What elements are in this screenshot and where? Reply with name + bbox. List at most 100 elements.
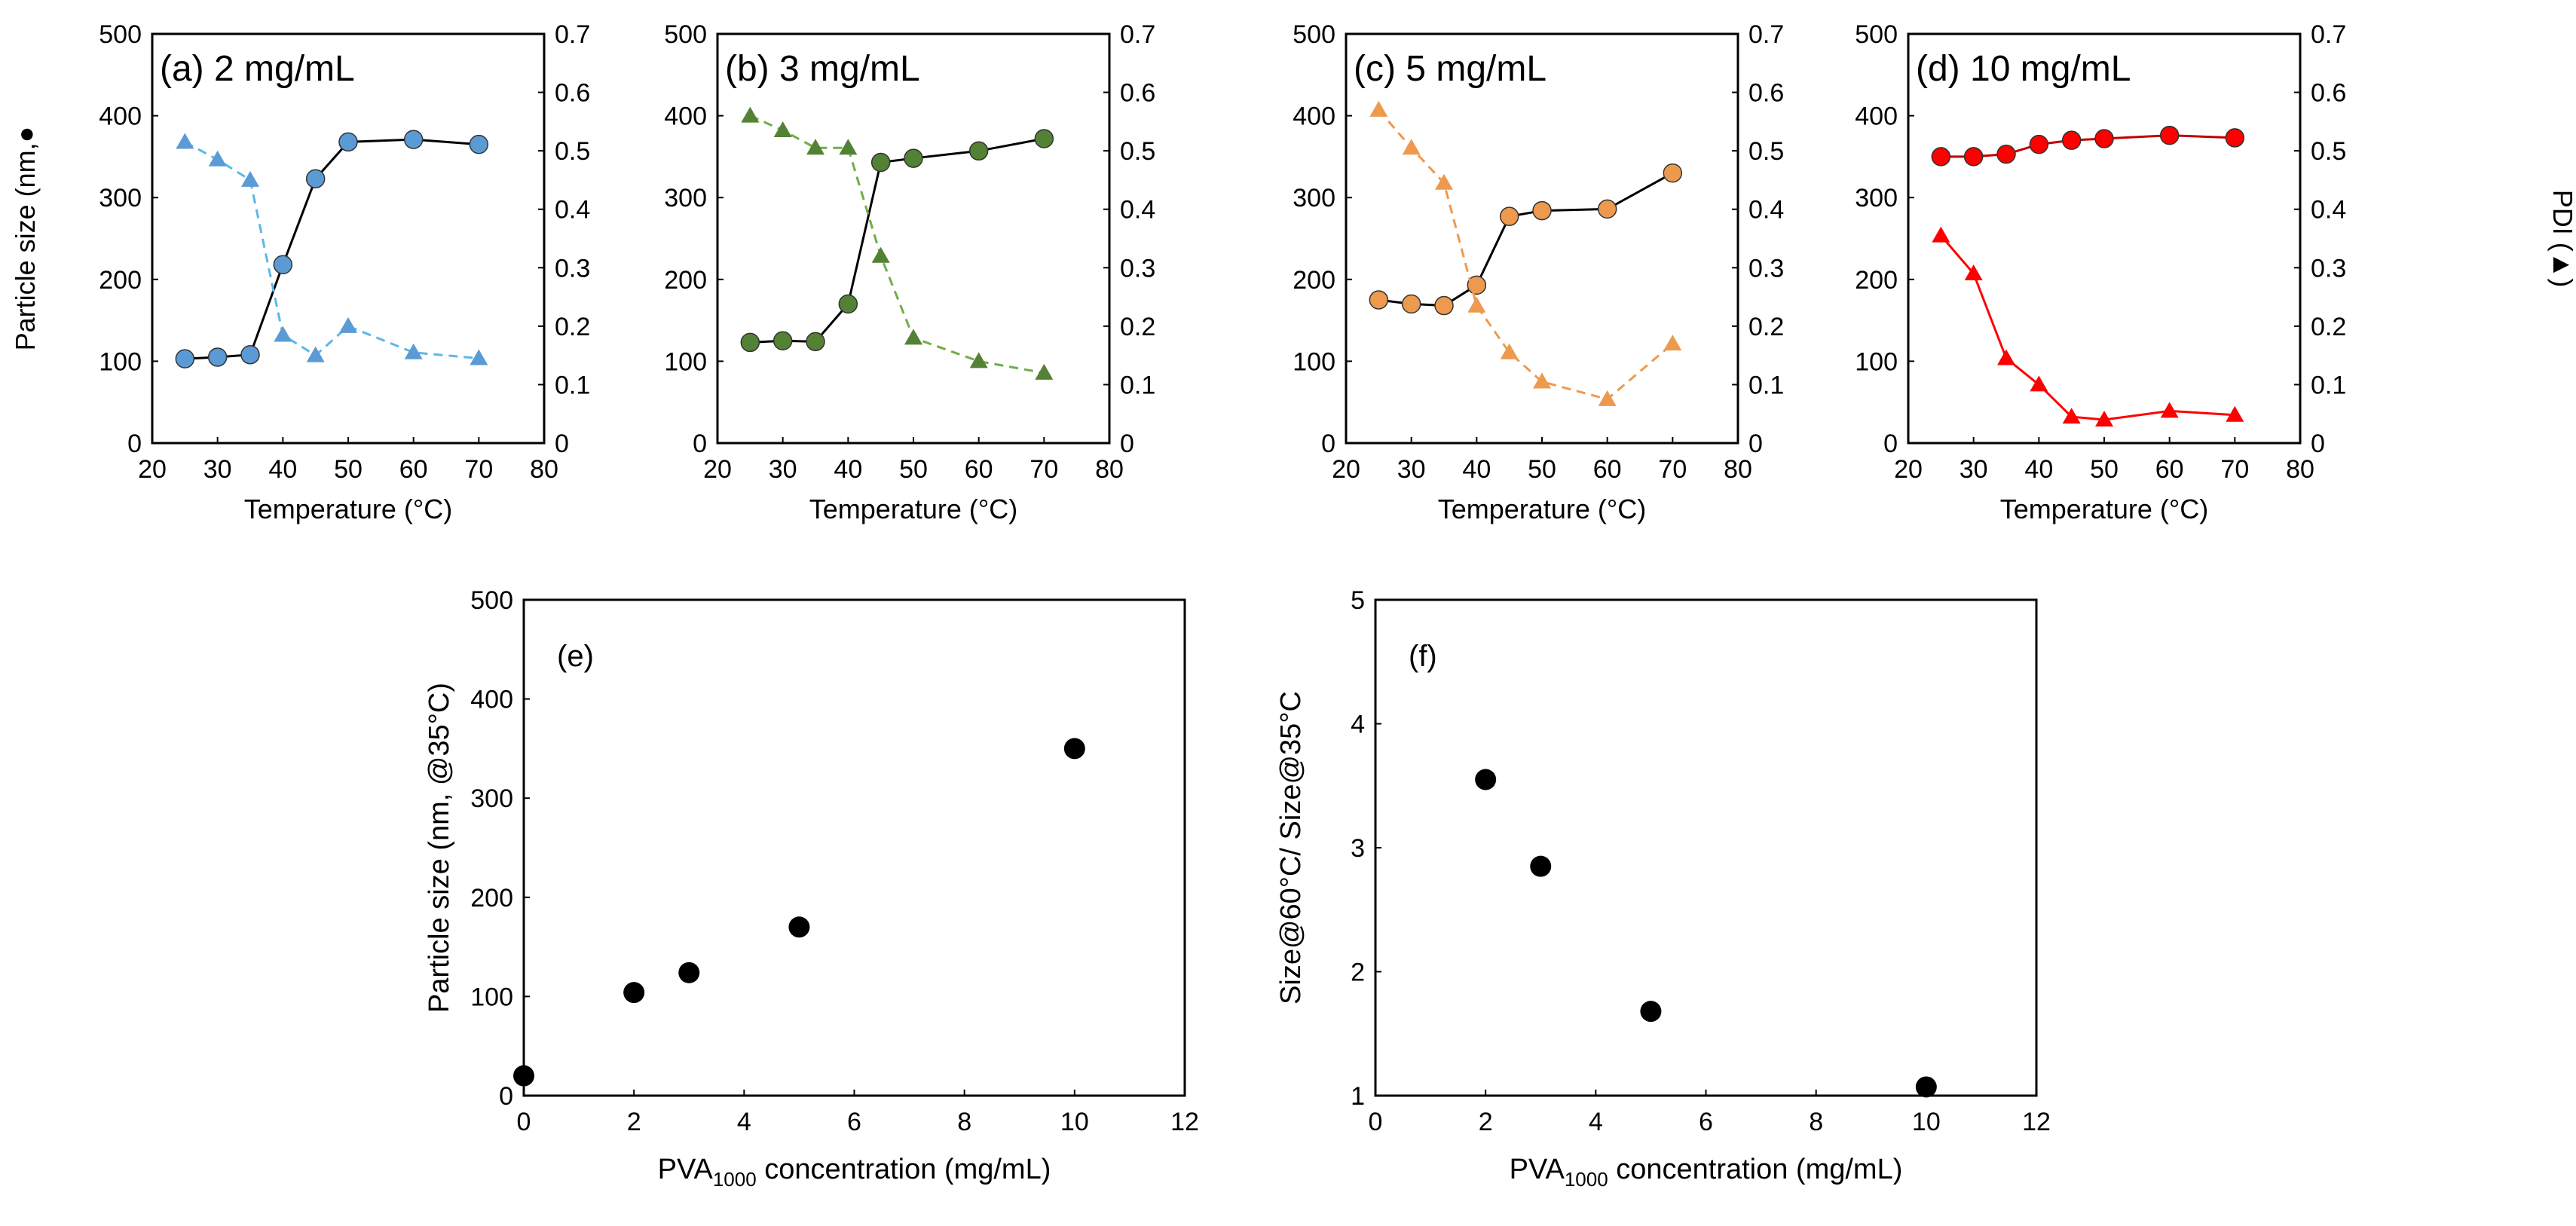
- data-point-triangle: [1932, 226, 1950, 243]
- data-point-triangle: [1435, 173, 1453, 190]
- data-point-triangle: [1533, 372, 1551, 389]
- data-point-circle: [2225, 128, 2245, 148]
- data-point: [678, 962, 700, 983]
- y-tick-label: 200: [470, 884, 513, 913]
- data-point-triangle: [839, 139, 858, 155]
- x-axis-label: Temperature (°C): [244, 494, 452, 524]
- data-point-triangle: [741, 106, 760, 123]
- x-axis-label: PVA1000 concentration (mg/mL): [1510, 1154, 1903, 1191]
- y2-tick-label: 0: [555, 430, 569, 458]
- y2-tick-label: 0.6: [1748, 79, 1784, 108]
- y-tick-label: 500: [1293, 20, 1335, 49]
- data-point-triangle: [1997, 349, 2015, 365]
- data-point-circle: [1532, 200, 1552, 221]
- x-tick-label: 30: [203, 455, 232, 484]
- data-point-circle: [240, 344, 260, 365]
- data-point-triangle: [1467, 296, 1486, 313]
- series-line-triangle: [1378, 109, 1674, 401]
- chart-b: 20 30 40 50 60 70 80010020030040050000.10.20.3…: [664, 20, 1155, 524]
- x-tick-label: 80: [2286, 455, 2314, 484]
- y-tick-label: 0: [1321, 430, 1335, 458]
- x-tick-label: 20: [138, 455, 167, 484]
- data-point: [1063, 738, 1085, 760]
- x-tick-label: 4: [737, 1108, 751, 1136]
- y-tick-label: 200: [99, 266, 142, 295]
- data-point-circle: [403, 130, 424, 149]
- y-tick-label: 300: [1293, 184, 1335, 212]
- x-axis-label-subscript: 1000: [713, 1168, 757, 1191]
- data-point-circle: [1369, 290, 1389, 310]
- y-tick-label: 300: [664, 184, 707, 212]
- data-point-circle: [1467, 275, 1487, 295]
- data-point-triangle: [1369, 100, 1388, 117]
- data-point: [1915, 1076, 1937, 1098]
- data-point-triangle: [208, 150, 227, 167]
- y-tick-label: 400: [99, 102, 142, 131]
- data-point-circle: [1401, 294, 1421, 314]
- x-tick-label: 50: [899, 455, 928, 484]
- x-tick-label: 20: [1894, 455, 1923, 484]
- x-axis-label: Temperature (°C): [1438, 494, 1646, 524]
- x-tick-label: 2: [627, 1108, 641, 1136]
- data-point-circle: [207, 347, 228, 367]
- y-tick-label: 500: [1855, 20, 1898, 49]
- y2-tick-label: 0.7: [1748, 20, 1784, 49]
- data-point-circle: [740, 332, 760, 353]
- data-point: [513, 1065, 534, 1087]
- data-point-circle: [2061, 130, 2082, 150]
- plot-frame: [1374, 598, 2038, 1097]
- panel-title: (b) 3 mg/mL: [725, 49, 920, 89]
- data-point-circle: [838, 294, 858, 314]
- x-tick-label: 70: [1029, 455, 1058, 484]
- x-tick-label: 6: [847, 1108, 861, 1136]
- x-axis-label-rest: concentration (mg/mL): [757, 1154, 1051, 1185]
- series-line-circle: [1378, 172, 1674, 307]
- data-point-triangle: [274, 326, 292, 342]
- data-point-triangle: [1663, 335, 1682, 351]
- y-axis-label: Size@60°C/ Size@35°C: [1275, 691, 1307, 1004]
- y-tick-label: 200: [1855, 266, 1898, 295]
- y2-tick-label: 0.4: [1120, 196, 1155, 225]
- data-point-circle: [2029, 134, 2049, 154]
- data-point-triangle: [339, 316, 357, 333]
- data-point-circle: [1963, 147, 1984, 167]
- y2-tick-label: 0.3: [2311, 254, 2346, 283]
- chart-a: 20 30 40 50 60 70 80010020030040050000.10.20.3…: [10, 20, 590, 524]
- y-tick-label: 2: [1351, 958, 1365, 987]
- data-point-triangle: [1035, 363, 1054, 380]
- data-point: [623, 982, 645, 1004]
- data-point-triangle: [306, 346, 325, 362]
- x-tick-label: 10: [1912, 1108, 1941, 1136]
- y2-tick-label: 0.3: [555, 254, 590, 283]
- y2-tick-label: 0.5: [1120, 137, 1155, 166]
- data-point-circle: [338, 132, 358, 152]
- series-line-triangle: [749, 115, 1045, 375]
- x-tick-label: 6: [1699, 1108, 1713, 1136]
- x-tick-label: 60: [1593, 455, 1622, 484]
- data-point-triangle: [2095, 410, 2113, 427]
- data-point-circle: [1663, 163, 1683, 183]
- y-tick-label: 200: [1293, 266, 1335, 295]
- y-tick-label: 400: [664, 102, 707, 131]
- data-point-triangle: [404, 343, 423, 359]
- data-point-triangle: [1500, 343, 1519, 359]
- x-tick-label: 80: [1095, 455, 1124, 484]
- data-point-circle: [175, 349, 195, 368]
- data-point-triangle: [806, 139, 825, 155]
- y-tick-label: 100: [664, 347, 707, 376]
- data-point-circle: [1597, 199, 1617, 219]
- y2-tick-label: 0.6: [1120, 79, 1155, 108]
- y2-tick-label: 0.2: [555, 313, 590, 341]
- panel-title: (d) 10 mg/mL: [1916, 49, 2131, 89]
- y-tick-label: 0: [127, 430, 142, 458]
- plot-frame: [522, 598, 1186, 1097]
- x-axis-label-subscript: 1000: [1565, 1168, 1608, 1191]
- y-tick-label: 500: [470, 586, 513, 615]
- x-tick-label: 30: [769, 455, 797, 484]
- y-tick-label: 500: [99, 20, 142, 49]
- data-point-triangle: [241, 170, 259, 187]
- data-point-triangle: [871, 246, 890, 263]
- data-point-triangle: [904, 329, 922, 345]
- data-point-triangle: [2030, 375, 2048, 392]
- data-point-circle: [1996, 144, 2016, 164]
